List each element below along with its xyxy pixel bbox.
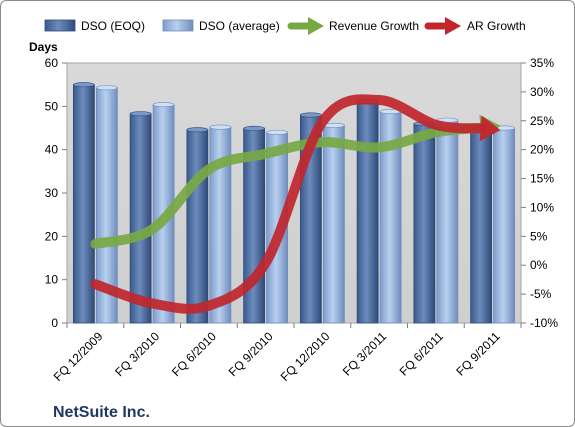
y-axis-title: Days (29, 40, 58, 54)
x-tick-label: FQ 6/2010 (169, 329, 219, 379)
y2-tick-label: -5% (530, 287, 552, 301)
y-tick-label: 60 (45, 56, 59, 70)
legend-swatch-dso-average (162, 19, 194, 32)
legend-swatch-dso-eoq (44, 19, 76, 32)
bar-dso-eoq (186, 127, 209, 324)
y2-tick-label: 5% (530, 229, 548, 243)
y-tick-label: 10 (45, 273, 59, 287)
x-tick-label: FQ 9/2010 (226, 329, 276, 379)
y2-tick-label: 30% (530, 85, 554, 99)
ar-growth-line (90, 94, 501, 314)
bar-dso-average (436, 117, 459, 324)
legend-label-revenue-growth: Revenue Growth (329, 19, 419, 33)
legend-swatch-revenue-growth (287, 17, 324, 35)
bar-dso-average (209, 124, 232, 324)
bar-dso-eoq (129, 111, 152, 324)
y2-axis-ticks: -10% -5% 0% 5% 10% 15% 20% 25% 30% 35% (521, 56, 558, 330)
x-tick-label: FQ 12/2009 (51, 329, 106, 384)
bar-dso-average (95, 85, 118, 324)
y2-tick-label: 10% (530, 200, 554, 214)
x-axis-ticks: FQ 12/2009 FQ 3/2010 FQ 6/2010 FQ 9/2010 FQ … (51, 323, 522, 384)
company-label: NetSuite Inc. (53, 404, 150, 421)
x-tick-label: FQ 12/2010 (278, 329, 333, 384)
y2-tick-label: 0% (530, 258, 548, 272)
x-tick-label: FQ 3/2011 (340, 329, 390, 379)
bar-dso-average (379, 109, 402, 324)
legend-label-ar-growth: AR Growth (467, 19, 526, 33)
legend: DSO (EOQ) DSO (average) Revenue Growth A… (44, 17, 526, 35)
arrow-head (479, 115, 501, 142)
y-axis-ticks: 0 10 20 30 40 50 60 (45, 56, 67, 330)
legend-label-dso-eoq: DSO (EOQ) (81, 19, 145, 33)
growth-lines (90, 94, 501, 314)
bar-dso-eoq (72, 82, 95, 324)
y2-tick-label: 15% (530, 172, 554, 186)
y2-tick-label: 35% (530, 56, 554, 70)
y-tick-label: 30 (45, 186, 59, 200)
bar-dso-eoq (356, 98, 379, 324)
bar-dso-eoq (470, 125, 493, 324)
bar-dso-average (493, 125, 516, 324)
x-tick-label: FQ 3/2010 (112, 329, 162, 379)
y2-tick-label: 20% (530, 143, 554, 157)
bar-dso-eoq (413, 121, 436, 324)
bars (72, 82, 516, 324)
y-tick-label: 50 (45, 99, 59, 113)
y-tick-label: 40 (45, 143, 59, 157)
x-tick-label: FQ 6/2011 (397, 329, 447, 379)
legend-swatch-ar-growth (424, 17, 461, 35)
bar-dso-average (322, 122, 345, 324)
y-tick-label: 0 (51, 316, 58, 330)
y-tick-label: 20 (45, 229, 59, 243)
y2-tick-label: 25% (530, 114, 554, 128)
legend-label-dso-average: DSO (average) (199, 19, 280, 33)
y2-tick-label: -10% (530, 316, 558, 330)
x-tick-label: FQ 9/2011 (453, 329, 503, 379)
